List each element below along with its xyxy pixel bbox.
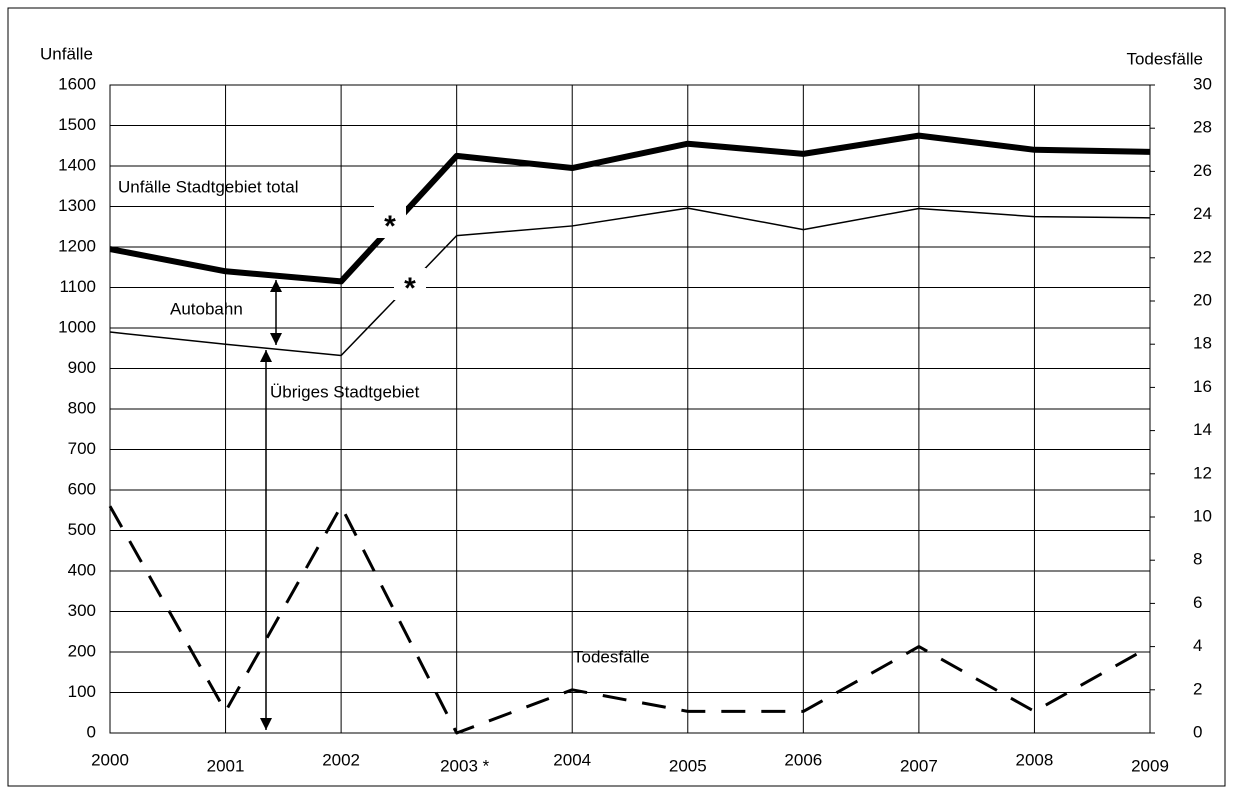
y-tick-label: 1400 bbox=[58, 155, 96, 174]
plot-border bbox=[109, 84, 1151, 734]
y2-axis-title: Todesfälle bbox=[1126, 49, 1203, 68]
y2-tick-label: 2 bbox=[1193, 679, 1202, 698]
y2-tick-label: 6 bbox=[1193, 593, 1202, 612]
y-tick-label: 300 bbox=[68, 601, 96, 620]
series-label: Todesfälle bbox=[573, 647, 650, 666]
x-tick-label: 2000 bbox=[91, 750, 129, 769]
frame bbox=[7, 7, 1226, 787]
y2-tick-label: 28 bbox=[1193, 118, 1212, 137]
y-tick-label: 600 bbox=[68, 479, 96, 498]
x-tick-label: 2007 bbox=[900, 756, 938, 775]
y-tick-label: 100 bbox=[68, 682, 96, 701]
x-tick-label: 2009 bbox=[1131, 756, 1169, 775]
y-tick-label: 700 bbox=[68, 439, 96, 458]
series-line bbox=[109, 132, 1151, 285]
series-line bbox=[109, 207, 1151, 357]
y2-tick-label: 26 bbox=[1193, 161, 1212, 180]
y2-tick-label: 0 bbox=[1193, 722, 1202, 741]
y2-tick-label: 24 bbox=[1193, 204, 1212, 223]
y-tick-label: 1000 bbox=[58, 317, 96, 336]
y2-tick-label: 8 bbox=[1193, 550, 1202, 569]
y-tick-label: 500 bbox=[68, 520, 96, 539]
y-tick-label: 1500 bbox=[58, 115, 96, 134]
gap bbox=[374, 206, 406, 238]
y-tick-label: 1300 bbox=[58, 196, 96, 215]
y-axis-title: Unfälle bbox=[40, 44, 93, 63]
x-tick-label: 2002 bbox=[322, 750, 360, 769]
y2-tick-label: 4 bbox=[1193, 636, 1202, 655]
annotation: * bbox=[404, 272, 416, 305]
annotation: * bbox=[384, 210, 396, 243]
x-tick-label: 2006 bbox=[784, 750, 822, 769]
y2-tick-label: 16 bbox=[1193, 377, 1212, 396]
y-tick-label: 800 bbox=[68, 398, 96, 417]
x-tick-label: 2001 bbox=[207, 756, 245, 775]
x-tick-label: 2005 bbox=[669, 756, 707, 775]
y-tick-label: 400 bbox=[68, 560, 96, 579]
y2-tick-label: 12 bbox=[1193, 463, 1212, 482]
gap bbox=[394, 268, 426, 300]
y2-tick-label: 10 bbox=[1193, 506, 1212, 525]
y-tick-label: 1100 bbox=[59, 277, 96, 296]
y2-tick-label: 14 bbox=[1193, 420, 1212, 439]
series-label: Unfälle Stadtgebiet total bbox=[118, 177, 299, 196]
series-label: Übriges Stadtgebiet bbox=[270, 382, 420, 401]
x-tick-label: 2004 bbox=[553, 750, 591, 769]
y-tick-label: 1200 bbox=[58, 236, 96, 255]
y2-tick-label: 18 bbox=[1193, 334, 1212, 353]
series-line bbox=[108, 504, 1151, 735]
y2-tick-label: 22 bbox=[1193, 247, 1212, 266]
y2-tick-label: 30 bbox=[1193, 74, 1212, 93]
x-tick-label: 2008 bbox=[1016, 750, 1054, 769]
y-tick-label: 1600 bbox=[58, 74, 96, 93]
y2-tick-label: 20 bbox=[1193, 290, 1212, 309]
y-tick-label: 200 bbox=[68, 641, 96, 660]
y-tick-label: 0 bbox=[87, 722, 96, 741]
annotation: Autobahn bbox=[170, 299, 243, 318]
y-tick-label: 900 bbox=[68, 358, 96, 377]
x-tick-label: 2003 * bbox=[440, 756, 490, 775]
